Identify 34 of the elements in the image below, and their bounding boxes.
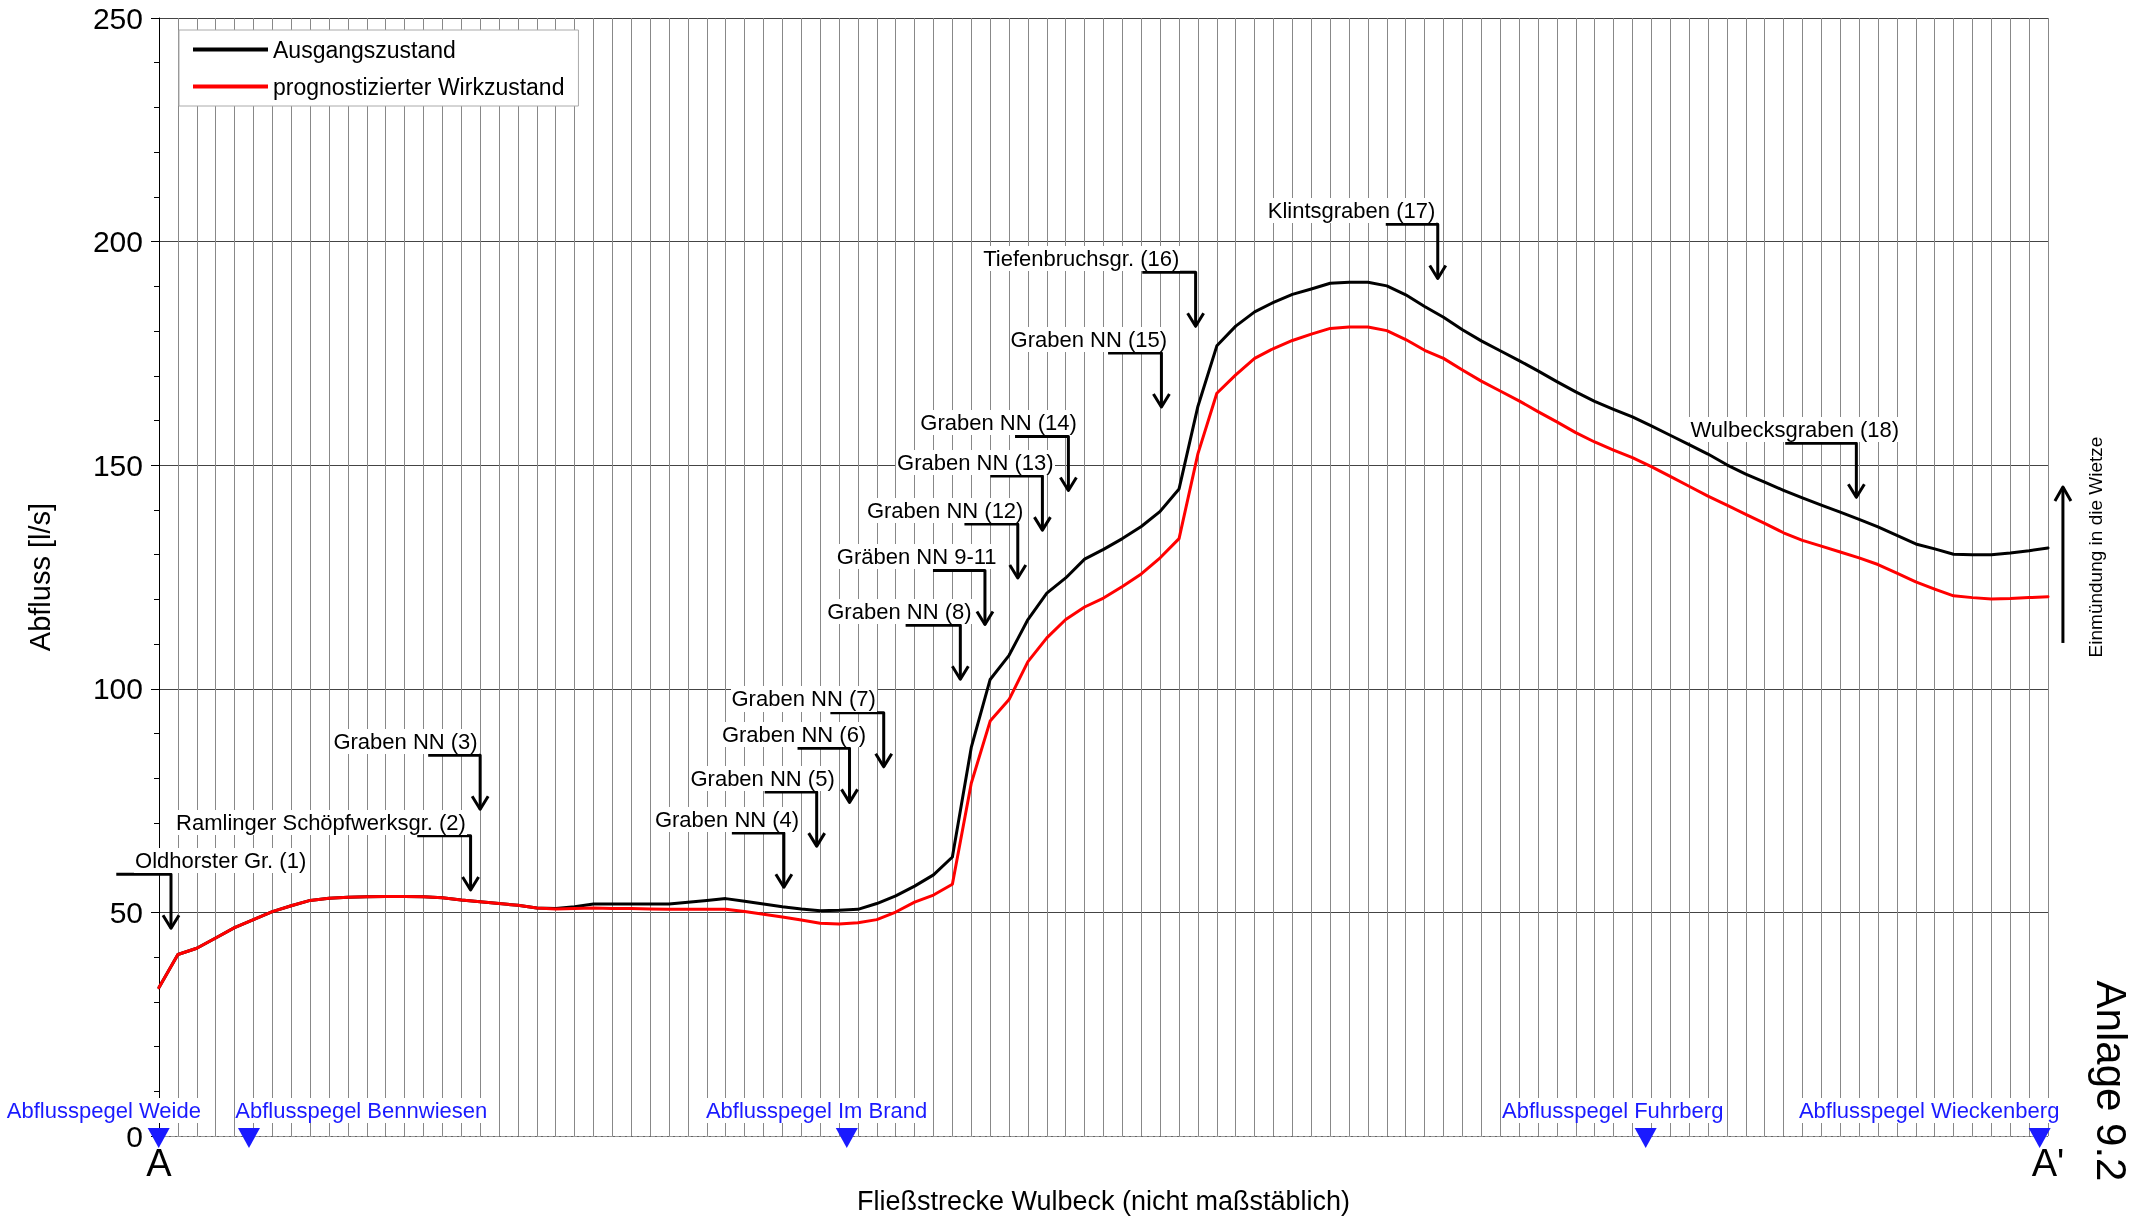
annotation: Graben NN (3) — [332, 728, 479, 755]
y-tick-label: 200 — [92, 225, 143, 259]
annotation: Graben NN (13) — [896, 449, 1055, 476]
annotation: Tiefenbruchsgr. (16) — [982, 245, 1181, 272]
annotation: Wulbecksgraben (18) — [1689, 416, 1901, 443]
legend-label: prognostizierter Wirkzustand — [273, 73, 565, 100]
y-tick-label: 150 — [92, 448, 143, 482]
x-tick-label: A — [146, 1142, 173, 1185]
annotation: Abflusspegel Fuhrberg — [1502, 1097, 1724, 1123]
annotation: Abflusspegel Weide — [6, 1097, 201, 1123]
y-tick-label: 250 — [92, 1, 143, 35]
annotation: Graben NN (6) — [720, 721, 868, 748]
text: Anlage 9.2 — [2086, 980, 2135, 1182]
annotation: Abflusspegel Im Brand — [705, 1097, 928, 1123]
x-tick-label: A' — [2031, 1142, 2065, 1185]
annotation: Gräben NN 9-11 — [835, 544, 998, 570]
y-tick-label: 50 — [109, 895, 143, 929]
annotation: Oldhorster Gr. (1) — [134, 847, 308, 874]
annotation: Klintsgraben (17) — [1266, 198, 1437, 224]
y-axis-title: Abfluss [l/s] — [23, 502, 56, 652]
legend-label: Ausgangszustand — [273, 36, 456, 63]
annotation: Graben NN (4) — [653, 806, 801, 833]
annotation: Ramlinger Schöpfwerksgr. (2) — [175, 809, 467, 835]
text: Einmündung in die Wietze — [2084, 436, 2107, 658]
annotation: Abflusspegel Wieckenberg — [1798, 1097, 2060, 1123]
annotation: Graben NN (14) — [919, 410, 1078, 436]
annotation: Graben NN (5) — [689, 765, 836, 792]
annotation: Graben NN (15) — [1009, 326, 1169, 352]
annotation: Abflusspegel Bennwiesen — [235, 1097, 488, 1123]
annotation: Graben NN (7) — [730, 686, 877, 712]
x-axis-title: Fließstrecke Wulbeck (nicht maßstäblich) — [856, 1185, 1351, 1216]
annotation: Graben NN (12) — [865, 497, 1025, 523]
annotation: Graben NN (8) — [826, 598, 973, 625]
y-tick-label: 100 — [92, 672, 143, 706]
